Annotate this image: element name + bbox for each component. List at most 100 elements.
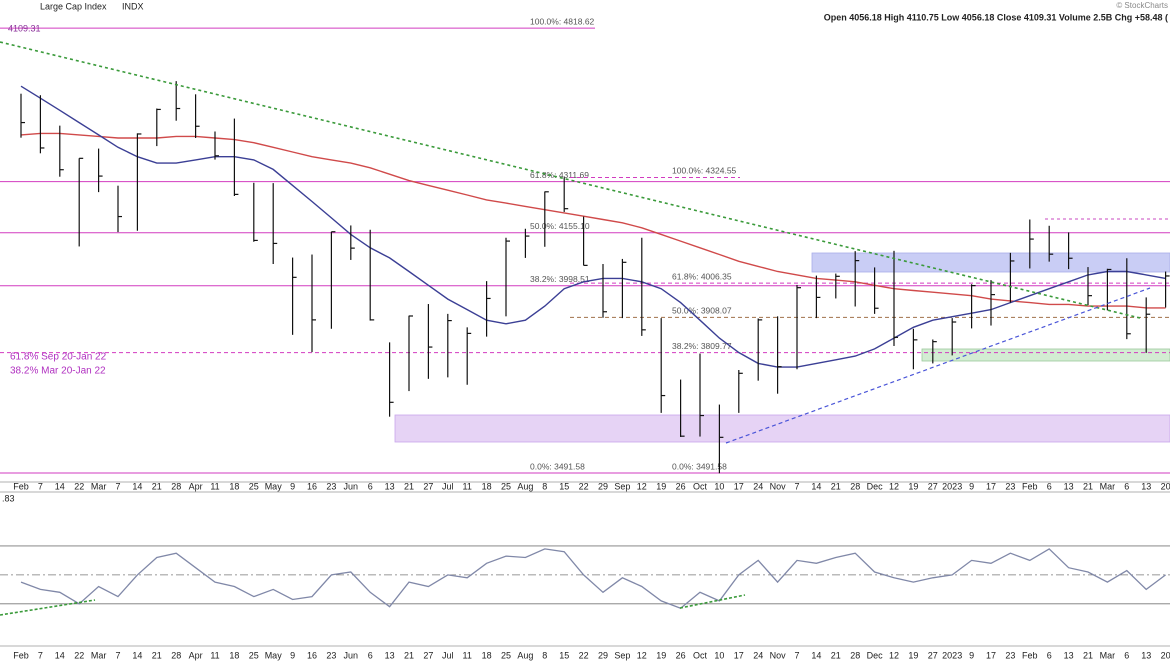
x-tick-label: 21 <box>404 650 414 660</box>
x-tick-label: 6 <box>1047 481 1052 491</box>
x-tick-label: Mar <box>1100 481 1116 491</box>
x-tick-label: 17 <box>734 650 744 660</box>
x-tick-label: 18 <box>482 650 492 660</box>
x-tick-label: Dec <box>867 650 884 660</box>
x-tick-label: 28 <box>850 481 860 491</box>
x-tick-label: 7 <box>794 481 799 491</box>
x-tick-label: 20 <box>1161 481 1170 491</box>
x-tick-label: 6 <box>1124 481 1129 491</box>
x-tick-label: Mar <box>91 481 107 491</box>
x-tick-label: 26 <box>676 650 686 660</box>
x-tick-label: Mar <box>91 650 107 660</box>
chart-title: Large Cap Index <box>40 1 107 11</box>
x-tick-label: 11 <box>463 650 472 660</box>
x-tick-label: 14 <box>132 650 142 660</box>
x-tick-label: Jun <box>344 481 359 491</box>
x-tick-label: 6 <box>368 650 373 660</box>
fib-label: 38.2%: 3809.77 <box>672 341 732 351</box>
x-tick-label: 11 <box>463 481 472 491</box>
fib-note: 61.8% Sep 20-Jan 22 <box>10 352 107 363</box>
drawing-layer: Large Cap Index INDX © StockCharts Open … <box>0 1 1170 616</box>
x-tick-label: Jun <box>344 650 359 660</box>
trendline <box>725 287 1151 444</box>
x-tick-label: 7 <box>115 650 120 660</box>
x-tick-label: 28 <box>171 481 181 491</box>
x-tick-label: 27 <box>928 481 938 491</box>
x-tick-label: 13 <box>1064 650 1074 660</box>
x-tick-label: 21 <box>1083 481 1093 491</box>
x-tick-label: 14 <box>811 481 821 491</box>
x-tick-label: 21 <box>152 650 162 660</box>
x-tick-label: Apr <box>189 481 203 491</box>
x-tick-label: Oct <box>693 481 708 491</box>
x-tick-label: Sep <box>614 481 630 491</box>
rsi-value: .83 <box>2 493 15 503</box>
x-tick-label: 13 <box>1141 481 1151 491</box>
x-tick-label: 14 <box>132 481 142 491</box>
x-tick-label: 9 <box>290 650 295 660</box>
x-tick-label: 8 <box>542 481 547 491</box>
x-tick-label: Feb <box>13 650 29 660</box>
support-zone-green <box>921 348 1170 362</box>
x-tick-label: 6 <box>368 481 373 491</box>
x-tick-label: 27 <box>928 650 938 660</box>
x-tick-label: 13 <box>1141 650 1151 660</box>
x-tick-label: Aug <box>517 650 533 660</box>
support-zone <box>394 414 1170 443</box>
divergence-line <box>679 594 746 609</box>
x-tick-label: 17 <box>986 650 996 660</box>
x-tick-label: May <box>265 650 283 660</box>
x-tick-label: May <box>265 481 283 491</box>
x-tick-label: 12 <box>889 481 899 491</box>
x-tick-label: Sep <box>614 650 630 660</box>
x-tick-label: 22 <box>74 650 84 660</box>
x-tick-label: 2023 <box>942 650 962 660</box>
x-tick-label: 21 <box>152 481 162 491</box>
fib-label: 0.0%: 3491.58 <box>672 461 727 471</box>
x-tick-label: 12 <box>637 481 647 491</box>
x-tick-label: 15 <box>559 481 569 491</box>
x-tick-label: 11 <box>210 650 219 660</box>
x-tick-label: 7 <box>38 481 43 491</box>
background-layer <box>0 252 1170 647</box>
x-tick-label: 10 <box>714 650 724 660</box>
x-tick-label: 27 <box>423 650 433 660</box>
x-tick-label: 29 <box>598 650 608 660</box>
x-tick-label: 22 <box>579 650 589 660</box>
fib-label: 38.2%: 3998.51 <box>530 274 590 284</box>
x-tick-label: 21 <box>831 650 841 660</box>
x-tick-label: 12 <box>637 650 647 660</box>
quote: Open 4056.18 High 4110.75 Low 4056.18 Cl… <box>824 12 1168 22</box>
x-tick-label: Jul <box>442 650 454 660</box>
x-tick-label: Feb <box>1022 481 1038 491</box>
x-tick-label: 19 <box>656 481 666 491</box>
x-tick-label: Aug <box>517 481 533 491</box>
x-tick-label: Nov <box>770 650 787 660</box>
x-tick-label: 17 <box>734 481 744 491</box>
x-tick-label: 19 <box>908 481 918 491</box>
rsi-line <box>20 548 1166 609</box>
x-tick-label: 7 <box>115 481 120 491</box>
x-tick-label: Dec <box>867 481 884 491</box>
x-tick-label: 9 <box>290 481 295 491</box>
x-tick-label: 23 <box>1005 481 1015 491</box>
x-tick-label: Nov <box>770 481 787 491</box>
x-tick-label: 22 <box>579 481 589 491</box>
fib-label: 100.0%: 4818.62 <box>530 16 595 26</box>
x-tick-label: 9 <box>969 650 974 660</box>
x-tick-label: 9 <box>969 481 974 491</box>
x-tick-label: 16 <box>307 481 317 491</box>
x-tick-label: 15 <box>559 650 569 660</box>
x-tick-label: 6 <box>1047 650 1052 660</box>
x-tick-label: 14 <box>811 650 821 660</box>
x-tick-label: 29 <box>598 481 608 491</box>
x-tick-label: 12 <box>889 650 899 660</box>
x-tick-label: 21 <box>404 481 414 491</box>
data-layer: 100.0%: 4818.62 61.8%: 4311.69 50.0%: 4155… <box>0 16 1170 660</box>
x-tick-label: 26 <box>676 481 686 491</box>
x-tick-label: 10 <box>714 481 724 491</box>
x-tick-label: 18 <box>482 481 492 491</box>
last-price: 4109.31 <box>8 23 41 33</box>
x-tick-label: Feb <box>1022 650 1038 660</box>
x-tick-label: 18 <box>229 481 239 491</box>
